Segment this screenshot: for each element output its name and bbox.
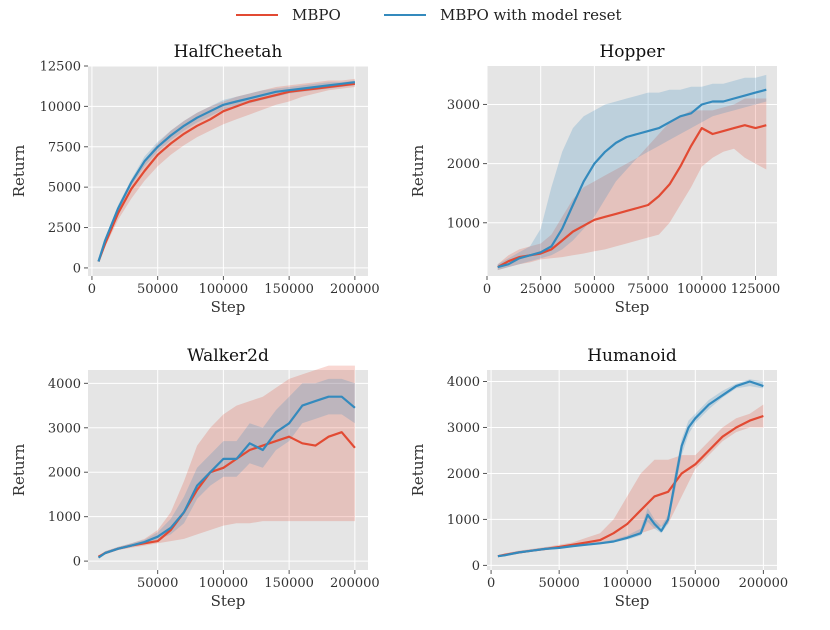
x-tick-label: 150000 bbox=[264, 282, 314, 297]
y-axis-label: Return bbox=[409, 443, 427, 496]
y-tick-label: 7500 bbox=[48, 140, 81, 155]
y-tick-label: 2000 bbox=[447, 467, 480, 482]
confidence-band-mbpo bbox=[98, 78, 355, 262]
chart-halfcheetah: 0 50000 100000 150000 200000 0 2500 5000 7500 100… bbox=[10, 42, 380, 316]
legend-label-reset: MBPO with model reset bbox=[440, 6, 622, 24]
y-tick-label: 3000 bbox=[447, 98, 480, 113]
x-tick-label: 200000 bbox=[330, 576, 380, 591]
x-tick-label: 125000 bbox=[731, 282, 781, 297]
y-tick-label: 3000 bbox=[447, 421, 480, 436]
y-tick-label: 3000 bbox=[48, 421, 81, 436]
y-tick-label: 5000 bbox=[48, 181, 81, 196]
y-tick-label: 10000 bbox=[40, 100, 81, 115]
x-tick-label: 25000 bbox=[520, 282, 561, 297]
y-tick-label: 1000 bbox=[48, 510, 81, 525]
legend-label-mbpo: MBPO bbox=[292, 6, 341, 24]
confidence-band-mbpo bbox=[98, 365, 355, 557]
confidence-band-mbpo bbox=[497, 404, 764, 558]
x-axis-label: Step bbox=[615, 298, 650, 316]
y-tick-label: 4000 bbox=[48, 377, 81, 392]
x-axis-label: Step bbox=[211, 298, 246, 316]
chart-humanoid: 0 50000 100000 150000 200000 0 1000 2000 3000 400… bbox=[409, 346, 788, 610]
plot-area bbox=[487, 370, 777, 570]
series-line-model-reset bbox=[97, 81, 356, 262]
x-axis-label: Step bbox=[615, 592, 650, 610]
series-line-mbpo bbox=[497, 124, 767, 269]
y-tick-label: 1000 bbox=[447, 216, 480, 231]
x-tick-label: 75000 bbox=[627, 282, 668, 297]
x-tick-label: 50000 bbox=[137, 282, 178, 297]
series-line-model-reset bbox=[497, 380, 764, 558]
x-tick-label: 50000 bbox=[538, 576, 579, 591]
x-tick-label: 100000 bbox=[677, 282, 727, 297]
y-axis-label: Return bbox=[10, 443, 28, 496]
y-tick-label: 12500 bbox=[40, 60, 81, 75]
legend-item-mbpo: MBPO bbox=[236, 6, 341, 24]
x-tick-label: 0 bbox=[487, 576, 495, 591]
x-tick-label: 200000 bbox=[739, 576, 789, 591]
legend-item-reset: MBPO with model reset bbox=[384, 6, 622, 24]
series-line-mbpo bbox=[97, 82, 356, 262]
chart-walker2d: 50000 100000 150000 200000 0 1000 2000 3000 4000… bbox=[10, 346, 380, 610]
plot-area bbox=[88, 370, 368, 570]
y-axis-label: Return bbox=[10, 144, 28, 197]
y-tick-label: 4000 bbox=[447, 375, 480, 390]
y-tick-label: 0 bbox=[472, 559, 480, 574]
confidence-band-mbpo bbox=[497, 98, 767, 271]
legend-swatch-mbpo bbox=[236, 14, 278, 16]
x-tick-label: 200000 bbox=[330, 282, 380, 297]
plot-area bbox=[88, 66, 368, 276]
legend-swatch-reset bbox=[384, 14, 426, 16]
x-tick-label: 50000 bbox=[137, 576, 178, 591]
chart-title: Walker2d bbox=[187, 346, 269, 366]
x-tick-label: 100000 bbox=[199, 282, 249, 297]
y-tick-label: 0 bbox=[73, 261, 81, 276]
chart-title: HalfCheetah bbox=[174, 42, 283, 62]
chart-title: Hopper bbox=[599, 42, 665, 62]
confidence-band-model-reset bbox=[98, 378, 355, 558]
x-tick-label: 150000 bbox=[670, 576, 720, 591]
legend: MBPO MBPO with model reset bbox=[0, 6, 830, 32]
y-tick-label: 0 bbox=[73, 555, 81, 570]
x-tick-label: 150000 bbox=[264, 576, 314, 591]
y-tick-label: 2000 bbox=[447, 157, 480, 172]
y-axis-label: Return bbox=[409, 144, 427, 197]
x-tick-label: 50000 bbox=[574, 282, 615, 297]
series-line-model-reset bbox=[497, 88, 767, 269]
x-tick-label: 100000 bbox=[199, 576, 249, 591]
series-line-model-reset bbox=[97, 395, 356, 559]
chart-title: Humanoid bbox=[587, 346, 677, 366]
x-axis-label: Step bbox=[211, 592, 246, 610]
x-tick-label: 0 bbox=[88, 282, 96, 297]
y-tick-label: 2000 bbox=[48, 466, 81, 481]
x-tick-label: 100000 bbox=[602, 576, 652, 591]
chart-hopper: 0 25000 50000 75000 100000 125000 1000 2000 3000… bbox=[409, 42, 780, 316]
x-tick-label: 0 bbox=[483, 282, 491, 297]
y-tick-label: 1000 bbox=[447, 513, 480, 528]
y-tick-label: 2500 bbox=[48, 221, 81, 236]
